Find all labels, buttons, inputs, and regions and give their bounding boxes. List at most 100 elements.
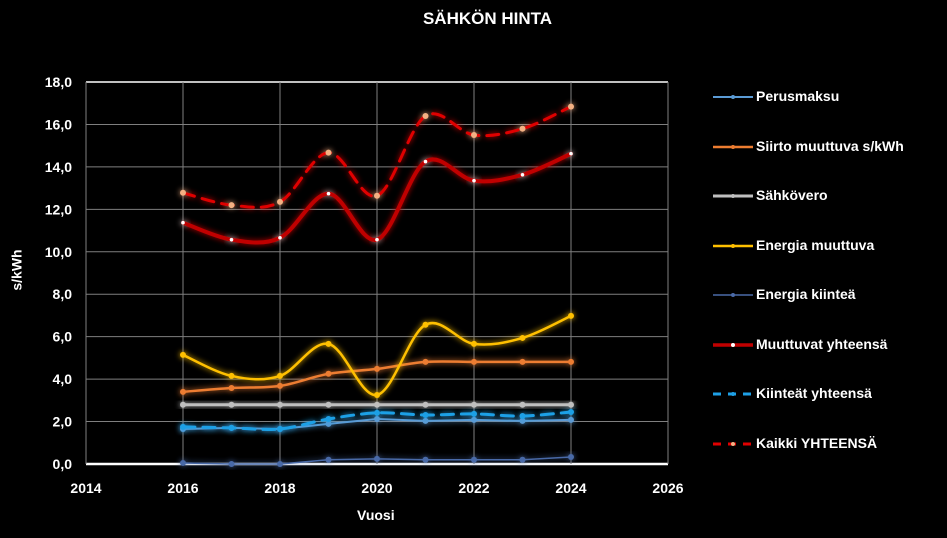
data-point [374, 365, 380, 372]
data-point [422, 417, 429, 424]
data-point [422, 321, 429, 328]
data-point [471, 132, 477, 139]
data-point [325, 420, 332, 427]
data-point [568, 358, 574, 365]
data-point [471, 401, 477, 408]
data-point [229, 237, 234, 242]
data-point [325, 340, 332, 347]
data-point [374, 455, 380, 462]
data-point [519, 125, 526, 132]
data-point [277, 425, 283, 432]
data-point [228, 424, 235, 431]
legend-swatch [713, 144, 753, 149]
data-point [325, 456, 332, 463]
data-point [277, 382, 283, 389]
data-point [519, 358, 526, 365]
y-tick-label: 14,0 [45, 159, 72, 175]
x-tick-label: 2020 [361, 480, 392, 496]
data-point [422, 112, 429, 119]
data-point [326, 191, 331, 196]
legend-swatch [713, 293, 753, 297]
data-point [374, 409, 380, 416]
y-tick-label: 8,0 [53, 286, 73, 302]
series-muuttuvat-yhteens- [181, 151, 573, 245]
chart-title: SÄHKÖN HINTA [422, 9, 553, 28]
data-point [325, 416, 332, 423]
legend-marker [731, 194, 735, 198]
x-tick-label: 2018 [264, 480, 295, 496]
legend-label: Kaikki YHTEENSÄ [756, 434, 878, 451]
data-point [422, 456, 429, 463]
legend-label: Perusmaksu [756, 88, 840, 104]
legend-swatch [713, 342, 753, 347]
series-siirto-muuttuva-s-kwh [180, 358, 574, 395]
data-point [569, 151, 573, 156]
data-point [180, 423, 186, 430]
legend-swatch [713, 194, 753, 198]
data-point [228, 372, 235, 379]
y-tick-label: 18,0 [45, 74, 72, 90]
legend-swatch [713, 392, 753, 396]
legend-label: Energia kiinteä [756, 286, 856, 302]
data-point [471, 416, 477, 423]
data-point [228, 461, 235, 467]
legend-item: Perusmaksu [713, 88, 904, 138]
legend-marker [731, 95, 735, 99]
x-tick-label: 2024 [555, 480, 586, 496]
series-s-hk-vero [180, 401, 574, 408]
legend-swatch [713, 243, 753, 248]
legend-item: Sähkövero [713, 187, 904, 237]
data-point [277, 401, 283, 408]
data-point [568, 416, 574, 423]
data-point [228, 385, 235, 392]
data-point [374, 192, 380, 199]
data-point [423, 159, 428, 164]
data-point [568, 401, 574, 408]
legend-marker [731, 342, 735, 347]
legend-item: Kiinteät yhteensä [713, 385, 904, 435]
legend-marker [731, 243, 735, 248]
data-point [568, 312, 574, 319]
data-point [277, 198, 283, 205]
data-point [519, 413, 526, 420]
x-tick-label: 2026 [652, 480, 683, 496]
legend-marker [731, 144, 735, 149]
legend-item: Energia kiinteä [713, 286, 904, 336]
data-point [180, 189, 186, 196]
data-point [519, 401, 526, 408]
legend-label: Energia muuttuva [756, 236, 875, 253]
data-point [277, 372, 283, 379]
series-line [181, 105, 573, 209]
data-point [325, 370, 332, 377]
data-point [520, 172, 525, 177]
y-tick-label: 12,0 [45, 201, 72, 217]
series-energia-muuttuva [180, 312, 574, 399]
x-tick-label: 2022 [458, 480, 489, 496]
data-point [519, 456, 526, 463]
data-point [277, 461, 283, 467]
legend-label: Siirto muuttuva s/kWh [756, 137, 904, 154]
data-point [519, 417, 526, 424]
data-point [568, 409, 574, 416]
y-tick-label: 4,0 [53, 371, 73, 387]
data-point [422, 411, 429, 418]
data-point [181, 220, 185, 225]
data-point [325, 401, 332, 408]
legend-item: Muuttuvat yhteensä [713, 336, 904, 386]
data-point [519, 334, 526, 341]
legend-marker [731, 392, 735, 396]
data-point [422, 358, 429, 365]
data-point [471, 340, 477, 347]
y-tick-label: 10,0 [45, 244, 72, 260]
legend-label: Kiinteät yhteensä [756, 385, 872, 401]
data-point [471, 358, 477, 365]
data-point [375, 237, 379, 242]
legend-swatch [713, 441, 753, 446]
x-tick-label: 2016 [167, 480, 198, 496]
data-point [180, 351, 186, 358]
data-point [278, 235, 282, 240]
data-point [325, 149, 332, 156]
data-point [228, 401, 235, 408]
y-tick-label: 0,0 [53, 456, 73, 472]
